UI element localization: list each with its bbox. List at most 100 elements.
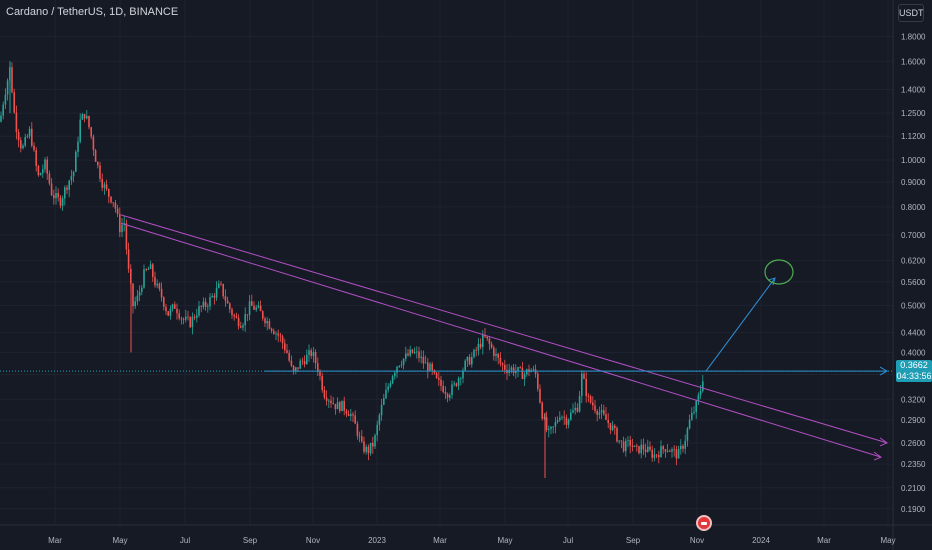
event-flag-icon[interactable]: [696, 515, 712, 531]
candle-body: [545, 416, 548, 431]
candle-body: [572, 410, 574, 413]
candle-body: [449, 394, 451, 398]
candle-body: [669, 450, 671, 452]
y-tick-label: 0.5000: [901, 302, 926, 311]
candle-body: [339, 402, 341, 412]
candle-body: [138, 291, 141, 296]
candle-body: [262, 311, 264, 319]
candle-body: [660, 446, 662, 458]
y-tick-label: 0.2900: [901, 416, 926, 425]
candle-body: [191, 316, 194, 328]
candle-body: [28, 128, 31, 137]
y-tick-label: 0.7000: [901, 231, 926, 240]
candle-body: [422, 356, 425, 364]
candle-body: [418, 351, 420, 358]
x-tick-label: May: [112, 536, 127, 545]
candle-body: [125, 223, 128, 250]
candle-body: [673, 449, 675, 451]
candle-body: [297, 367, 299, 369]
candle-body: [686, 428, 689, 441]
candle-body: [420, 356, 422, 358]
candle-body: [213, 295, 216, 298]
candle-body: [374, 435, 376, 447]
candle-body: [24, 137, 26, 146]
candle-body: [354, 415, 356, 424]
candle-body: [495, 353, 497, 356]
candle-body: [145, 269, 147, 271]
candle-body: [101, 178, 103, 188]
candle-body: [460, 378, 462, 380]
candle-body: [343, 400, 345, 411]
candle-body: [94, 150, 97, 162]
candle-body: [242, 325, 244, 328]
candle-body: [57, 193, 59, 198]
candle-body: [603, 410, 605, 415]
candle-body: [644, 449, 647, 452]
y-tick-label: 0.3200: [901, 395, 926, 404]
candle-body: [680, 445, 682, 450]
trendline: [120, 214, 888, 444]
candle-body: [387, 386, 389, 390]
candle-body: [0, 115, 2, 122]
candle-body: [169, 308, 172, 316]
candle-body: [662, 446, 664, 450]
candle-body: [253, 305, 255, 310]
candle-body: [486, 336, 488, 339]
candle-body: [600, 410, 603, 413]
candle-body: [6, 80, 9, 95]
candle-body: [110, 196, 112, 203]
candle-body: [490, 343, 493, 348]
candle-body: [112, 202, 114, 204]
candle-body: [356, 423, 359, 436]
candle-body: [378, 415, 381, 425]
candle-body: [394, 372, 396, 377]
y-tick-label: 1.6000: [901, 57, 926, 66]
candle-body: [160, 288, 163, 298]
y-tick-label: 1.8000: [901, 33, 926, 42]
candle-body: [108, 189, 110, 197]
candle-body: [299, 360, 301, 369]
candle-body: [556, 420, 559, 423]
candle-body: [664, 449, 667, 452]
candle-body: [625, 440, 627, 452]
candle-body: [317, 363, 319, 372]
candle-body: [204, 301, 207, 307]
candle-body: [372, 442, 374, 447]
candle-body: [167, 311, 169, 316]
candle-body: [171, 304, 174, 309]
candle-body: [163, 297, 165, 307]
candle-body: [53, 195, 55, 199]
candle-body: [37, 165, 40, 176]
countdown-timer: 04:33:56: [896, 371, 932, 382]
candle-body: [310, 350, 312, 357]
candle-body: [440, 379, 442, 386]
candle-body: [149, 264, 152, 269]
candle-body: [607, 419, 609, 424]
candle-body: [44, 159, 46, 170]
target-circle: [764, 259, 794, 285]
candle-body: [176, 308, 178, 314]
candle-body: [631, 445, 634, 447]
candle-body: [90, 127, 92, 137]
currency-button[interactable]: USDT: [898, 4, 924, 22]
candle-body: [325, 397, 328, 401]
candle-body: [666, 450, 669, 452]
candle-body: [389, 383, 392, 387]
candle-body: [268, 321, 271, 329]
candle-body: [576, 407, 579, 412]
candle-body: [407, 353, 409, 356]
candle-body: [699, 390, 702, 396]
candle-body: [493, 347, 495, 356]
candle-body: [31, 128, 33, 146]
candle-body: [303, 361, 306, 365]
candle-body: [552, 426, 554, 428]
candle-body: [350, 414, 352, 416]
candle-body: [563, 416, 565, 418]
candle-body: [499, 357, 502, 364]
candle-body: [81, 114, 84, 120]
candle-body: [358, 435, 361, 437]
candle-body: [15, 112, 18, 133]
candle-body: [497, 353, 499, 358]
candle-body: [178, 313, 180, 319]
